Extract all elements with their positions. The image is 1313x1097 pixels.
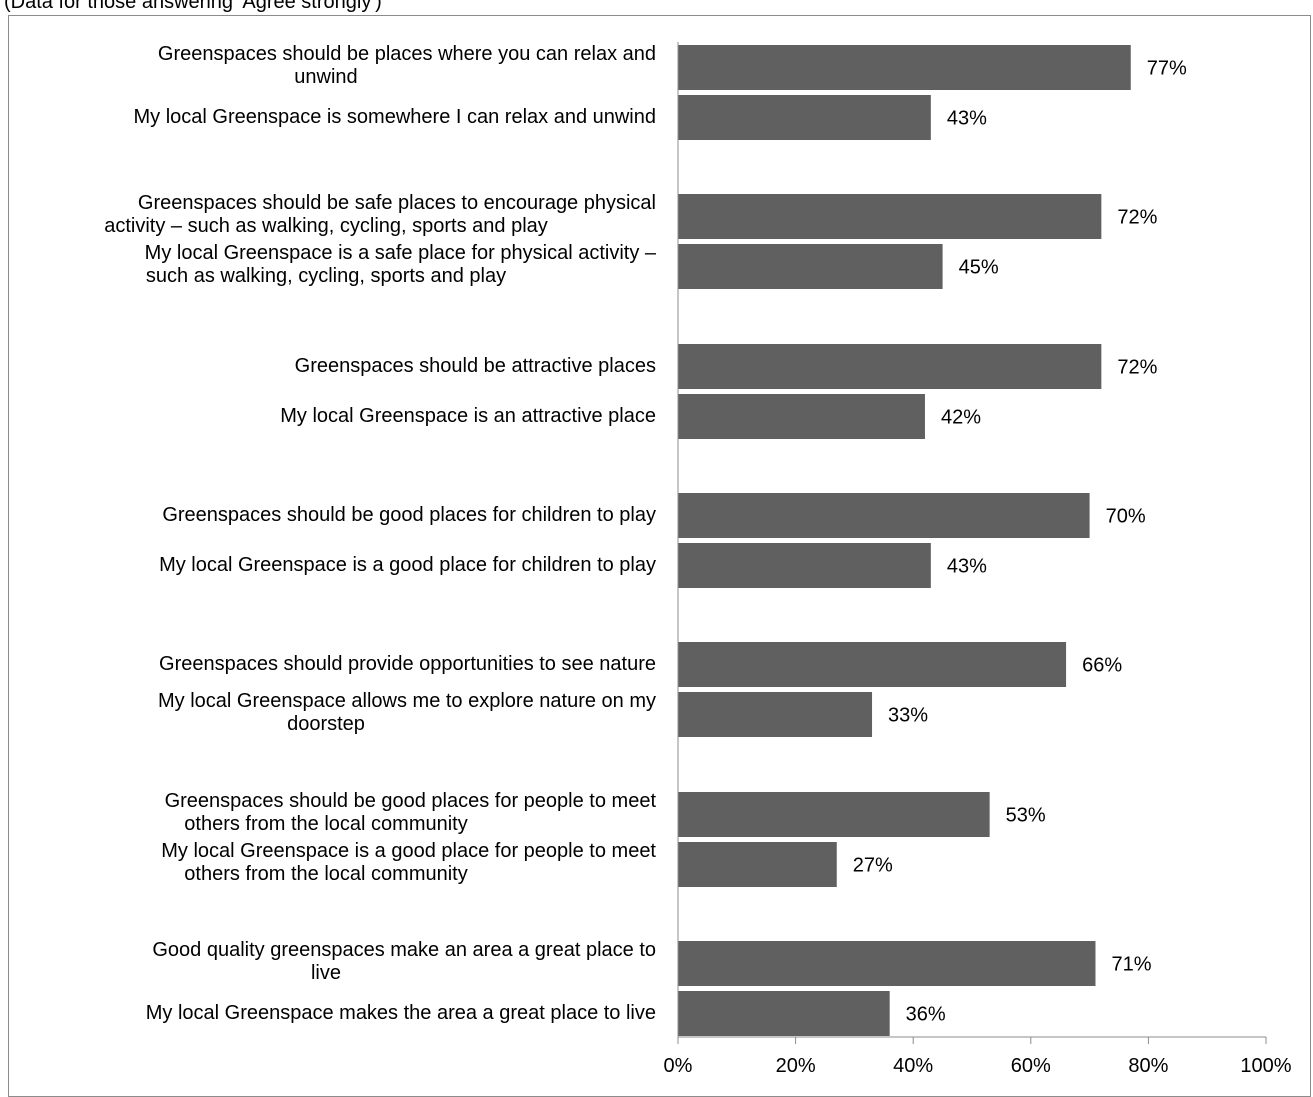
x-tick-label: 40% [893, 1055, 933, 1077]
category-label: My local Greenspace makes the area a gre… [145, 1001, 656, 1024]
category-label: Greenspaces should be good places for pe… [164, 789, 656, 835]
value-label: 77% [1147, 58, 1187, 80]
category-label: Greenspaces should be attractive places [294, 354, 656, 377]
value-label: 66% [1082, 655, 1122, 677]
x-tick-label: 100% [1240, 1055, 1291, 1077]
x-tick-label: 20% [776, 1055, 816, 1077]
value-label: 36% [906, 1004, 946, 1026]
value-label: 53% [1006, 805, 1046, 827]
bar [678, 842, 837, 887]
bar [678, 95, 931, 140]
value-label: 42% [941, 407, 981, 429]
value-label: 33% [888, 705, 928, 727]
bar [678, 493, 1090, 538]
value-label: 72% [1117, 357, 1157, 379]
bar [678, 642, 1067, 687]
bar [678, 792, 990, 837]
bar [678, 45, 1131, 90]
category-label: My local Greenspace is somewhere I can r… [133, 105, 656, 128]
value-label: 45% [959, 257, 999, 279]
value-label: 72% [1117, 207, 1157, 229]
chart-subtitle: (Data for those answering 'Agree strongl… [4, 0, 382, 13]
x-tick-label: 80% [1128, 1055, 1168, 1077]
category-label: Greenspaces should be good places for ch… [162, 503, 656, 526]
category-label: Greenspaces should be safe places to enc… [104, 191, 656, 237]
bar [678, 244, 943, 289]
bar [678, 543, 931, 588]
category-label: My local Greenspace is a safe place for … [144, 241, 656, 287]
x-tick-label: 0% [664, 1055, 693, 1077]
bar [678, 692, 873, 737]
category-label: My local Greenspace is an attractive pla… [280, 404, 656, 427]
category-label: Good quality greenspaces make an area a … [152, 938, 656, 984]
category-label: Greenspaces should provide opportunities… [159, 652, 656, 675]
bar [678, 344, 1102, 389]
bar [678, 194, 1102, 239]
category-label: My local Greenspace is a good place for … [161, 839, 656, 885]
category-label: My local Greenspace is a good place for … [159, 553, 656, 576]
value-label: 43% [947, 108, 987, 130]
bar [678, 941, 1096, 986]
bar [678, 991, 890, 1036]
bar [678, 394, 925, 439]
category-label: My local Greenspace allows me to explore… [157, 689, 656, 735]
category-label: Greenspaces should be places where you c… [157, 42, 656, 88]
x-tick-label: 60% [1011, 1055, 1051, 1077]
value-label: 27% [853, 855, 893, 877]
value-label: 71% [1111, 954, 1151, 976]
value-label: 70% [1106, 506, 1146, 528]
value-label: 43% [947, 556, 987, 578]
